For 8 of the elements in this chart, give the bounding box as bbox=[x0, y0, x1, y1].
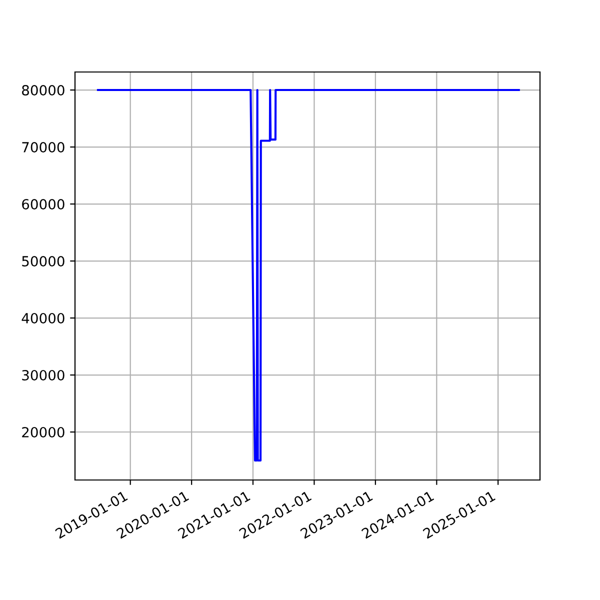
y-tick-label: 70000 bbox=[22, 142, 64, 152]
y-tick-label: 30000 bbox=[22, 370, 64, 380]
y-tick-label: 20000 bbox=[22, 426, 64, 438]
line-series bbox=[96, 88, 520, 462]
y-tick-label: 80000 bbox=[22, 84, 64, 96]
y-tick-label: 50000 bbox=[22, 256, 64, 266]
y-tick-label: 40000 bbox=[22, 312, 64, 324]
y-tick-label: 60000 bbox=[22, 198, 64, 210]
